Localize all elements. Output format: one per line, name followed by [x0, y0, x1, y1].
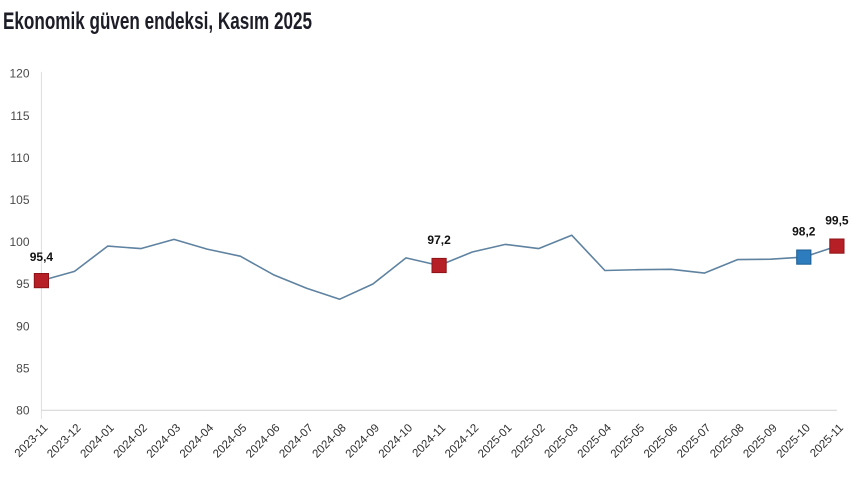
svg-text:97,2: 97,2	[427, 233, 451, 247]
svg-text:120: 120	[9, 67, 29, 81]
svg-text:85: 85	[16, 361, 30, 375]
svg-text:99,5: 99,5	[825, 214, 849, 228]
svg-text:80: 80	[16, 404, 30, 418]
svg-text:90: 90	[16, 319, 30, 333]
svg-text:Ekonomik güven endeksi, Kasım: Ekonomik güven endeksi, Kasım 2025	[3, 8, 312, 35]
svg-text:95,4: 95,4	[30, 250, 54, 264]
svg-text:98,2: 98,2	[792, 225, 816, 239]
svg-text:110: 110	[10, 151, 29, 165]
svg-text:105: 105	[9, 193, 29, 207]
svg-text:95: 95	[16, 277, 30, 291]
svg-text:100: 100	[9, 235, 29, 249]
svg-text:115: 115	[10, 109, 29, 123]
